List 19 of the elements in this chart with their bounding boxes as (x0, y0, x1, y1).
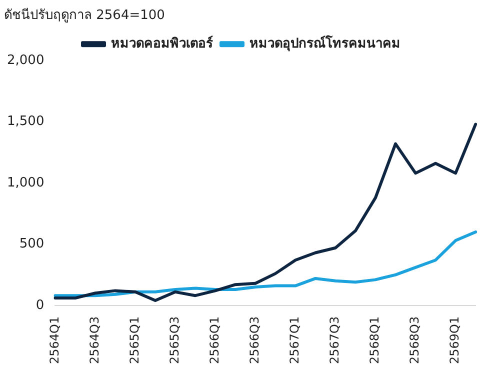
x-tick-label: 2564Q3 (87, 316, 102, 364)
x-tick-label: 2569Q1 (448, 316, 462, 364)
y-axis-title: ดัชนีปรับฤดูกาล 2564=100 (4, 7, 165, 24)
legend-label: หมวดคอมพิวเตอร์ (111, 35, 213, 52)
x-tick-label: 2565Q1 (127, 316, 142, 364)
y-tick-label: 0 (36, 298, 44, 313)
x-tick-label: 2566Q3 (248, 316, 262, 364)
x-tick-label: 2568Q3 (408, 316, 422, 364)
y-tick-label: 500 (19, 236, 44, 252)
x-tick-label: 2565Q3 (167, 316, 182, 364)
x-tick-label: 2567Q3 (328, 316, 342, 364)
x-tick-label: 2567Q1 (288, 316, 302, 364)
x-tick-label: 2568Q1 (368, 316, 382, 364)
legend-label: หมวดอุปกรณ์โทรคมนาคม (250, 34, 400, 52)
x-tick-label: 2564Q1 (47, 316, 62, 364)
x-tick-label: 2566Q1 (207, 316, 222, 364)
y-tick-label: 2,000 (7, 52, 44, 68)
y-tick-label: 1,500 (7, 114, 44, 130)
y-tick-label: 1,000 (7, 175, 44, 190)
